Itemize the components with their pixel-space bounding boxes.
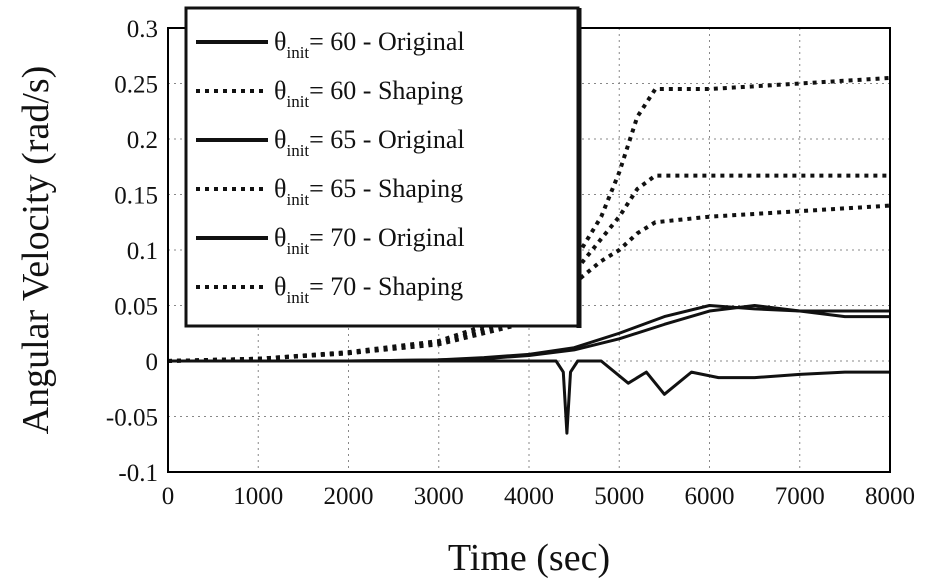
y-axis-label: Angular Velocity (rad/s) bbox=[15, 66, 57, 435]
legend-entry: θinit= 70 - Shaping bbox=[274, 272, 463, 307]
series-layer bbox=[167, 75, 891, 435]
x-tick-label: 3000 bbox=[414, 483, 464, 510]
legend-subscript: init bbox=[286, 239, 309, 258]
y-tick-label: 0.3 bbox=[127, 16, 158, 43]
y-tick-label: 0.25 bbox=[114, 72, 158, 99]
x-tick-label: 7000 bbox=[775, 483, 825, 510]
legend-entry: θinit= 60 - Original bbox=[274, 27, 465, 62]
x-tick-label: 8000 bbox=[865, 483, 915, 510]
y-tick-label: -0.05 bbox=[106, 405, 158, 432]
legend-subscript: init bbox=[286, 141, 309, 160]
legend-symbol: θ bbox=[274, 272, 286, 301]
legend-subscript: init bbox=[286, 288, 309, 307]
legend-entry: θinit= 70 - Original bbox=[274, 223, 465, 258]
x-tick-label: 4000 bbox=[504, 483, 554, 510]
legend-label: = 70 - Shaping bbox=[309, 272, 463, 301]
x-tick-label: 6000 bbox=[685, 483, 735, 510]
x-tick-label: 5000 bbox=[594, 483, 644, 510]
legend-box bbox=[184, 6, 580, 328]
legend-symbol: θ bbox=[274, 76, 286, 105]
legend-symbol: θ bbox=[274, 125, 286, 154]
legend-subscript: init bbox=[286, 190, 309, 209]
legend-entry: θinit= 60 - Shaping bbox=[274, 76, 463, 111]
x-tick-label: 0 bbox=[162, 483, 175, 510]
x-tick-label: 1000 bbox=[233, 483, 283, 510]
series-line-6 bbox=[167, 203, 891, 363]
legend-label: = 65 - Original bbox=[309, 125, 464, 154]
y-tick-label: 0 bbox=[146, 349, 159, 376]
y-tick-label: 0.15 bbox=[114, 183, 158, 210]
legend-symbol: θ bbox=[274, 174, 286, 203]
legend-label: = 65 - Shaping bbox=[309, 174, 463, 203]
legend-label: = 70 - Original bbox=[309, 223, 464, 252]
x-tick-label: 2000 bbox=[324, 483, 374, 510]
legend-subscript: init bbox=[286, 43, 309, 62]
legend-label: = 60 - Shaping bbox=[309, 76, 463, 105]
legend-label: = 60 - Original bbox=[309, 27, 464, 56]
y-tick-labels: -0.1 -0.05 0 0.05 0.1 0.15 0.2 0.25 0.3 bbox=[106, 16, 158, 487]
y-tick-label: -0.1 bbox=[118, 460, 158, 487]
legend-symbol: θ bbox=[274, 27, 286, 56]
series-line-3 bbox=[168, 304, 890, 363]
legend-symbol: θ bbox=[274, 223, 286, 252]
y-tick-label: 0.2 bbox=[127, 127, 158, 154]
legend-subscript: init bbox=[286, 92, 309, 111]
legend-entry: θinit= 65 - Shaping bbox=[274, 174, 463, 209]
y-tick-label: 0.05 bbox=[114, 294, 158, 321]
y-tick-label: 0.1 bbox=[127, 238, 158, 265]
x-tick-labels: 0 1000 2000 3000 4000 5000 6000 7000 8000 bbox=[162, 483, 915, 510]
legend-entry: θinit= 65 - Original bbox=[274, 125, 465, 160]
x-axis-label: Time (sec) bbox=[448, 537, 610, 579]
